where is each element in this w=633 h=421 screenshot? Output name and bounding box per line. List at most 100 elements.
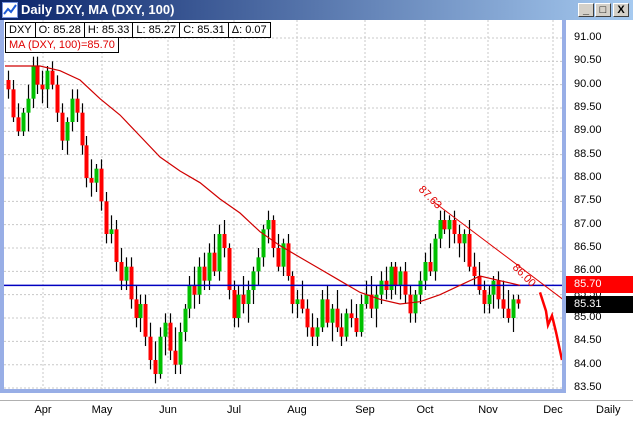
legend-high: H: 85.33 <box>83 22 134 38</box>
candle-body <box>187 285 192 309</box>
y-tick-label: 83.50 <box>574 381 602 394</box>
candle-body <box>202 266 207 281</box>
candle-body <box>222 234 227 249</box>
candle-body <box>418 280 423 295</box>
candle-body <box>89 178 94 183</box>
legend-close: C: 85.31 <box>179 22 229 38</box>
candle-body <box>496 280 501 300</box>
candle-body <box>393 266 398 286</box>
candle-body <box>50 70 55 85</box>
candle-body <box>516 299 521 304</box>
candle-body <box>462 234 467 244</box>
y-tick-label: 90.00 <box>574 77 602 90</box>
candle-body <box>276 248 281 267</box>
candle-body <box>153 360 158 375</box>
x-tick-label: Nov <box>478 404 498 416</box>
candle-body <box>325 299 330 323</box>
trendline <box>432 200 567 303</box>
candle-body <box>320 299 325 328</box>
candle-body <box>315 327 320 337</box>
close-button[interactable]: X <box>613 3 629 17</box>
y-tick-label: 86.00 <box>574 264 602 277</box>
candle-body <box>84 145 89 179</box>
candle-body <box>344 313 349 337</box>
candle-body <box>438 220 443 239</box>
candle-body <box>197 266 202 295</box>
y-tick-label: 87.00 <box>574 217 602 230</box>
candle-body <box>408 294 413 314</box>
candle-body <box>55 84 60 113</box>
plot-frame <box>0 20 566 393</box>
candle-body <box>354 318 359 333</box>
y-tick-label: 88.50 <box>574 147 602 160</box>
candle-body <box>129 266 134 300</box>
candle-body <box>70 98 75 123</box>
candle-body <box>290 276 295 305</box>
candle-body <box>11 89 16 118</box>
x-tick-label: Sep <box>355 404 375 416</box>
candle-body <box>335 308 340 328</box>
candle-body <box>192 285 197 295</box>
chart-area[interactable]: 87.63 86.00 DXY O: 85.28 H: 85.33 L: 85.2… <box>0 20 633 400</box>
candle-body <box>413 294 418 314</box>
candle-body <box>457 234 462 244</box>
candle-body <box>158 336 163 375</box>
maximize-button[interactable]: □ <box>595 3 611 17</box>
candle-body <box>305 308 310 328</box>
x-tick-label: Dec <box>543 404 563 416</box>
candle-body <box>467 234 472 267</box>
y-tick-label: 86.50 <box>574 241 602 253</box>
y-tick-label: 84.00 <box>574 357 602 370</box>
y-tick-label: 89.00 <box>574 124 602 137</box>
candle-body <box>178 332 183 365</box>
y-tick-label: 90.50 <box>574 54 602 67</box>
y-tick-label: 88.00 <box>574 171 602 183</box>
legend-open: O: 85.28 <box>34 22 85 38</box>
ohlc-legend: DXY O: 85.28 H: 85.33 L: 85.27 C: 85.31 … <box>5 22 271 38</box>
candle-body <box>65 122 70 141</box>
candle-body <box>212 252 217 272</box>
candle-body <box>124 266 129 281</box>
moving-average-line <box>5 65 521 305</box>
candle-body <box>447 220 452 230</box>
y-tick-label: 84.50 <box>574 334 602 347</box>
legend-change: Δ: 0.07 <box>227 22 271 38</box>
candle-body <box>148 336 153 361</box>
candle-body <box>35 66 40 85</box>
candle-body <box>94 168 99 183</box>
candle-body <box>6 80 11 90</box>
candle-body <box>403 271 408 295</box>
candle-body <box>261 229 266 258</box>
candle-body <box>271 220 276 249</box>
candle-body <box>511 299 516 319</box>
candle-body <box>256 257 261 272</box>
candle-body <box>168 322 173 351</box>
minimize-button[interactable]: _ <box>578 3 594 17</box>
ma-price-tag: 85.70 <box>566 276 633 293</box>
candle-body <box>143 304 148 337</box>
ma-legend: MA (DXY, 100)=85.70 <box>5 37 119 53</box>
y-tick-label: 89.50 <box>574 101 602 113</box>
candle-body <box>217 234 222 272</box>
x-tick-label: Oct <box>416 404 434 416</box>
x-tick-label: Jun <box>159 404 177 416</box>
y-tick-label: 85.00 <box>574 311 602 324</box>
candle-body <box>330 308 335 323</box>
candle-body <box>183 308 188 333</box>
x-tick-label: Aug <box>287 404 307 416</box>
candle-body <box>119 262 124 281</box>
candle-body <box>477 276 482 291</box>
candle-body <box>300 299 305 309</box>
x-tick-label: Apr <box>34 404 52 416</box>
candle-body <box>506 308 511 319</box>
candle-body <box>241 294 246 305</box>
title-bar: Daily DXY, MA (DXY, 100) _ □ X <box>0 0 633 20</box>
candle-body <box>501 299 506 309</box>
candle-body <box>339 327 344 337</box>
candle-body <box>364 294 369 305</box>
candle-body <box>398 271 403 286</box>
legend-symbol: DXY <box>5 22 36 38</box>
candle-body <box>389 266 394 291</box>
candle-body <box>491 280 496 295</box>
